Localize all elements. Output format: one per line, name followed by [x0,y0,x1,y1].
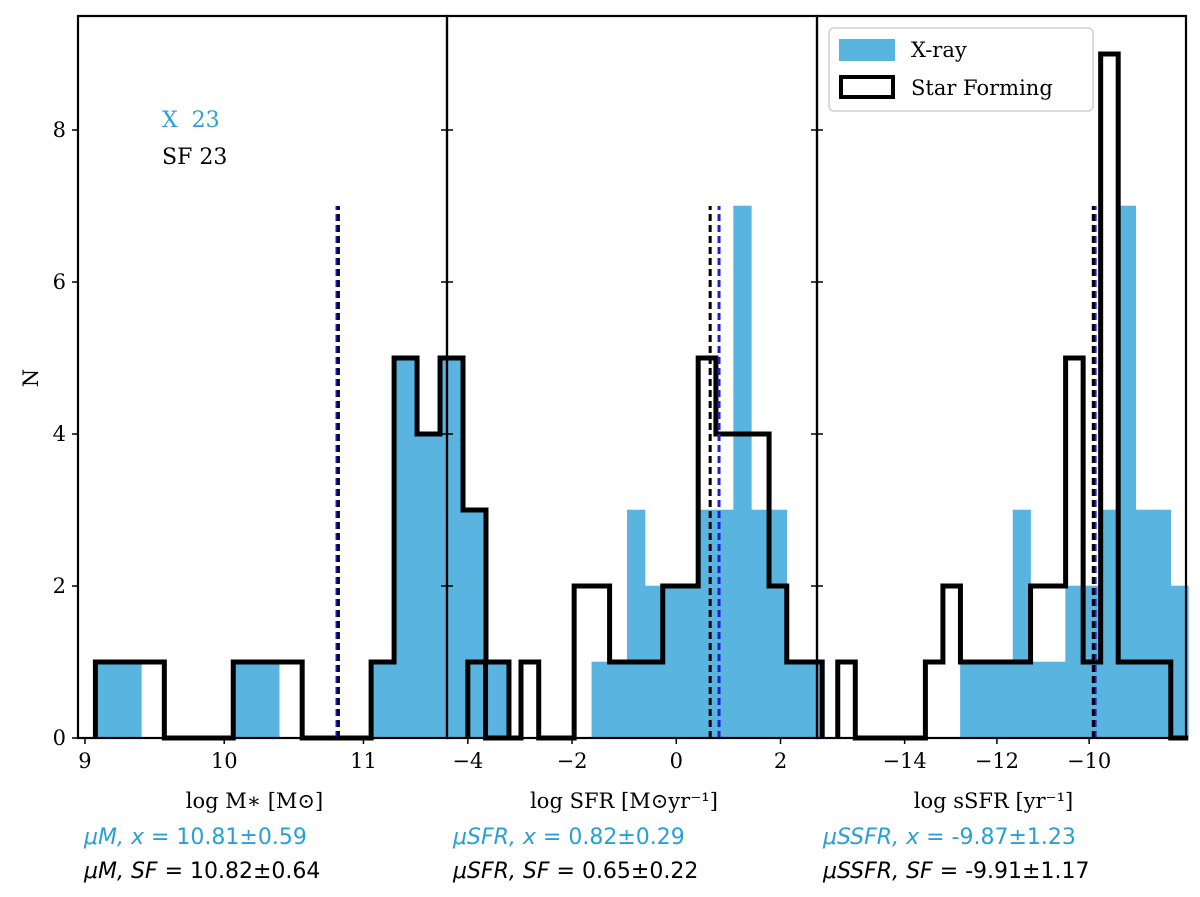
stat-sf-symbol: μM, SF [83,859,165,884]
count-sf: SF 23 [162,145,227,170]
xray-bar [751,509,770,739]
y-tick-label: 4 [53,422,66,446]
xray-bar [232,661,257,739]
x-tick-label: 9 [78,749,91,773]
xray-bar [680,585,699,739]
xray-bar [768,509,788,739]
stat-xray-symbol: μSSFR, x [822,825,926,850]
xray-bar [786,661,805,739]
xray-bar [960,661,979,739]
stat-sf-symbol: μSSFR, SF [822,859,940,884]
y-tick-label: 8 [53,118,66,142]
xray-bar [485,661,510,739]
stat-sf-value: = -9.91±1.17 [940,859,1090,884]
xray-bar [627,509,646,739]
stat-xray-symbol: μSFR, x [452,825,543,850]
stat-xray: μM, x = 10.81±0.59 [83,825,307,850]
legend-sf-swatch [839,75,895,99]
stat-sf: μSSFR, SF = -9.91±1.17 [822,859,1089,884]
xray-bar [439,357,464,739]
stat-sf: μM, SF = 10.82±0.64 [83,859,320,884]
x-axis-label: log M∗ [M⊙] [186,789,323,813]
xray-bar [609,661,628,739]
y-axis-label: N [19,369,43,387]
x-tick-label: 2 [774,749,787,773]
stat-xray-value: = -9.87±1.23 [926,825,1076,850]
x-tick-label: −2 [557,749,588,773]
xray-bar [1100,509,1119,739]
stat-xray: μSFR, x = 0.82±0.29 [452,825,685,850]
xray-bar [1117,205,1137,739]
stat-sf: μSFR, SF = 0.65±0.22 [452,859,698,884]
legend-xray-swatch [839,39,895,61]
stat-sf-value: = 10.82±0.64 [165,859,321,884]
legend-sf-label: Star Forming [911,76,1053,100]
legend: X-ray Star Forming [828,27,1094,112]
y-tick-label: 2 [53,574,66,598]
x-tick-label: −12 [975,749,1019,773]
xray-bar [1047,661,1066,739]
count-xray: X 23 [162,108,220,133]
xray-bar [977,661,996,739]
panel-ssfr: −14 −12 −10 log sSFR [yr⁻¹] μSSFR, x = -9.87… [815,14,1189,884]
x-axis-label: log sSFR [yr⁻¹] [914,789,1074,813]
sf-histogram-outline [465,355,825,741]
stat-xray-symbol: μM, x [83,825,151,850]
xray-bar [591,661,610,739]
stat-sf-value: = 0.65±0.22 [557,859,699,884]
xray-bar [118,661,142,739]
stat-xray-value: = 0.82±0.29 [543,825,685,850]
xray-bar [1012,509,1031,739]
legend-xray-label: X-ray [911,38,967,62]
xray-bar [995,661,1014,739]
x-tick-label: 11 [350,749,377,773]
xray-bar [95,661,119,739]
stat-sf-symbol: μSFR, SF [452,859,557,884]
xray-bar [733,205,752,739]
xray-bar [370,661,395,739]
y-tick-label: 0 [53,726,66,750]
x-tick-label: −14 [882,749,926,773]
xray-bar [393,357,418,739]
xray-bar [1152,509,1172,739]
xray-bar [1135,509,1154,739]
x-tick-label: 10 [211,749,238,773]
xray-bar [255,661,280,739]
panel-frame [815,14,1188,740]
x-tick-label: 0 [670,749,683,773]
y-tick-label: 6 [53,270,66,294]
xray-bar [1030,661,1049,739]
x-axis-label: log SFR [M⊙yr⁻¹] [530,789,718,813]
x-tick-label: −4 [452,749,483,773]
xray-bar [662,585,681,739]
panel-sfr: −4 −2 0 2 log SFR [M⊙yr⁻¹] μSFR, x = 0.82±0.2… [445,14,825,884]
stat-xray-value: = 10.81±0.59 [151,825,307,850]
xray-bar [697,509,717,739]
stat-xray: μSSFR, x = -9.87±1.23 [822,825,1076,850]
xray-bar [1065,585,1084,739]
xray-bar [416,433,441,739]
x-tick-label: −10 [1067,749,1111,773]
xray-bar [804,661,823,739]
